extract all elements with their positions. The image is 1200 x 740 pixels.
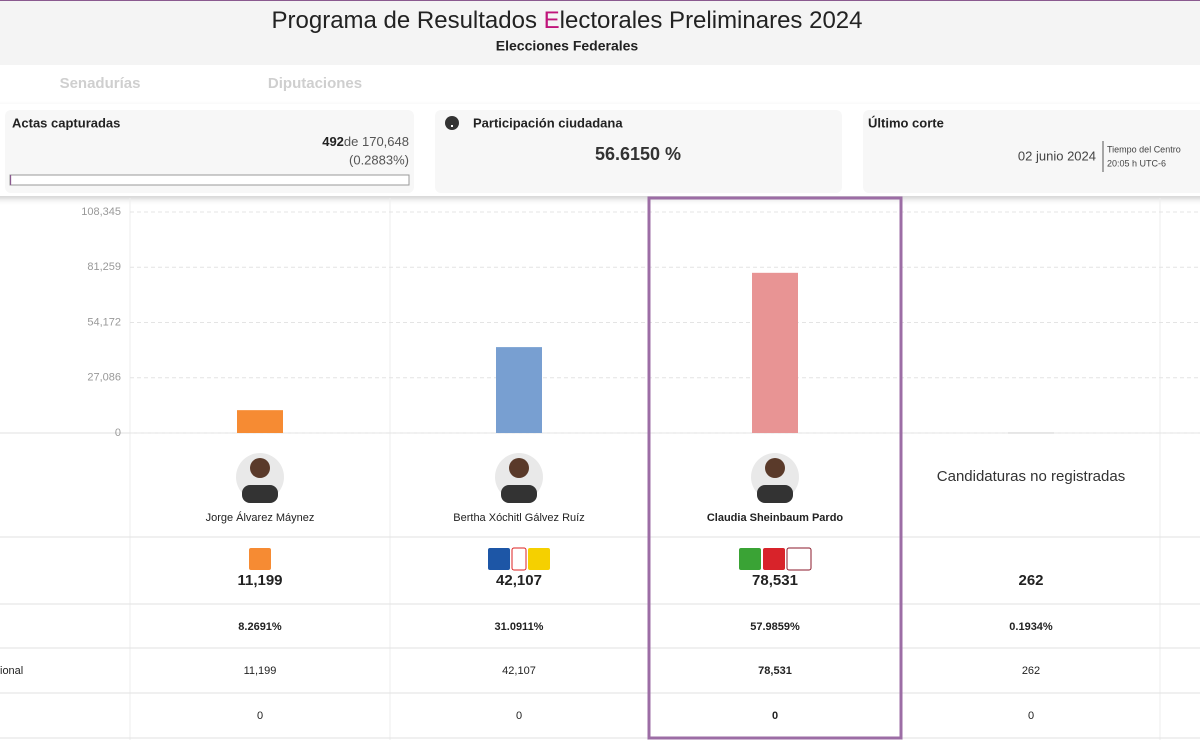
table-cell: 31.0911% xyxy=(495,621,544,633)
table-cell: 0.1934% xyxy=(1009,621,1053,633)
party-logo xyxy=(739,548,761,570)
party-logo xyxy=(488,548,510,570)
photo-head xyxy=(250,458,270,478)
party-logo xyxy=(786,547,812,571)
party-logo xyxy=(763,548,785,570)
photo-body xyxy=(242,485,278,503)
highlight-column xyxy=(647,196,903,740)
row-label: ional xyxy=(0,665,23,677)
y-tick-label: 27,086 xyxy=(87,372,121,384)
card xyxy=(435,110,842,193)
table-cell: 262 xyxy=(1022,665,1040,677)
party-logo xyxy=(249,548,271,570)
y-tick-label: 108,345 xyxy=(81,206,121,218)
participation-value: 56.6150 % xyxy=(595,144,681,164)
actas-count: 492de 170,648 xyxy=(322,134,409,149)
cut-zone: Tiempo del Centro xyxy=(1107,144,1181,154)
y-tick-label: 0 xyxy=(115,427,121,439)
candidate-name: Claudia Sheinbaum Pardo xyxy=(707,512,844,524)
bar xyxy=(1008,432,1054,434)
vote-total: 42,107 xyxy=(496,572,542,589)
subtitle: Elecciones Federales xyxy=(496,38,639,54)
card-label: Participación ciudadana xyxy=(473,115,623,130)
y-tick-label: 54,172 xyxy=(87,316,121,328)
card xyxy=(5,110,414,193)
bar xyxy=(237,410,283,433)
table-cell: 0 xyxy=(516,710,522,722)
candidate-name: Bertha Xóchitl Gálvez Ruíz xyxy=(453,512,584,524)
actas-total: de 170,648 xyxy=(344,134,409,149)
table-cell: 0 xyxy=(1028,710,1034,722)
help-icon[interactable] xyxy=(445,116,459,130)
chart: 0 27,086 54,172 81,259 108,345 Jorge Álvarez … xyxy=(0,175,1200,740)
bar xyxy=(496,347,542,433)
table-cell: 57.9859% xyxy=(750,621,800,633)
table-cell: 8.2691% xyxy=(238,621,282,633)
title-end: lectorales Preliminares 2024 xyxy=(560,7,863,34)
tab[interactable]: Senadurías xyxy=(60,75,141,92)
title-accent: E xyxy=(544,7,560,34)
tab[interactable]: Diputaciones xyxy=(268,75,362,92)
progress-fill xyxy=(10,175,12,185)
cut-date: 02 junio 2024 xyxy=(1018,148,1096,163)
table-cell: 42,107 xyxy=(502,665,536,677)
help-icon-dot xyxy=(451,125,453,127)
bar xyxy=(752,272,798,433)
party-logo xyxy=(528,548,550,570)
vote-total: 11,199 xyxy=(237,572,282,589)
cut-time: 20:05 h UTC-6 xyxy=(1107,158,1166,168)
photo-body xyxy=(757,485,793,503)
header-bg xyxy=(0,0,1200,65)
card xyxy=(863,110,1200,193)
actas-percent: (0.2883%) xyxy=(349,152,409,167)
title: Programa de Resultados Electorales Preli… xyxy=(272,7,863,34)
photo-body xyxy=(501,485,537,503)
candidate-name: Jorge Álvarez Máynez xyxy=(206,511,315,524)
card-label: Último corte xyxy=(868,115,944,130)
y-tick-label: 81,259 xyxy=(87,261,121,273)
vote-total: 262 xyxy=(1018,572,1043,589)
party-logo xyxy=(511,547,527,571)
candidate-name: Candidaturas no registradas xyxy=(937,468,1125,485)
progress-track xyxy=(9,174,410,186)
photo-head xyxy=(765,458,785,478)
photo-head xyxy=(509,458,529,478)
vote-total: 78,531 xyxy=(752,572,798,589)
table-cell: 0 xyxy=(257,710,263,722)
table-cell: 11,199 xyxy=(244,665,277,677)
table-cell: 78,531 xyxy=(758,665,792,677)
actas-number: 492 xyxy=(322,134,344,149)
title-start: Programa de Resultados xyxy=(272,7,544,34)
card-label: Actas capturadas xyxy=(12,115,120,130)
table-cell: 0 xyxy=(772,710,778,722)
